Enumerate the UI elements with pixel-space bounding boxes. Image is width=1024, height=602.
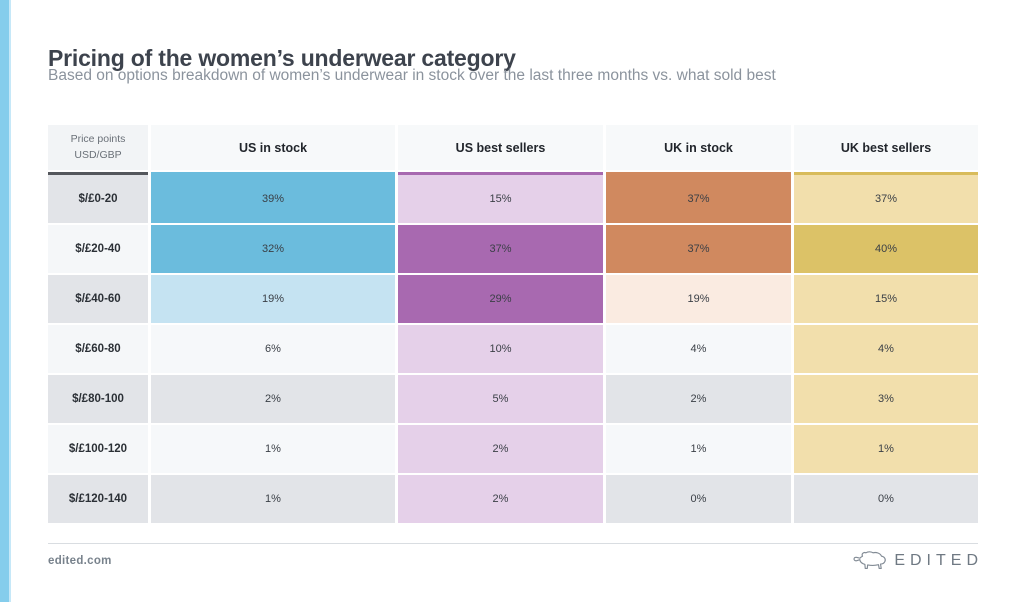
value-cell-uk-best-sellers-row6: 1% — [794, 425, 978, 475]
value-cell-us-best-sellers-row6: 2% — [398, 425, 603, 475]
value-cell-us-in-stock-row1: 39% — [151, 172, 395, 225]
value-cell-uk-best-sellers-row2: 40% — [794, 225, 978, 275]
column-header-us-in-stock: US in stock — [151, 125, 395, 172]
value-cell-us-in-stock-row6: 1% — [151, 425, 395, 475]
page-title: Pricing of the women’s underwear categor… — [48, 45, 516, 72]
brand-wordmark: EDITED — [894, 552, 983, 569]
column-header-uk-best-sellers: UK best sellers — [794, 125, 978, 172]
polar-bear-icon — [853, 550, 887, 572]
value-cell-us-in-stock-row7: 1% — [151, 475, 395, 525]
row-label: $/£40-60 — [48, 275, 148, 325]
value-cell-us-in-stock-row5: 2% — [151, 375, 395, 425]
column-header-uk-in-stock: UK in stock — [606, 125, 791, 172]
footer-site-link[interactable]: edited.com — [48, 555, 112, 567]
row-label: $/£0-20 — [48, 172, 148, 225]
value-cell-uk-best-sellers-row4: 4% — [794, 325, 978, 375]
row-label: $/£120-140 — [48, 475, 148, 525]
row-label: $/£60-80 — [48, 325, 148, 375]
value-cell-us-in-stock-row3: 19% — [151, 275, 395, 325]
value-cell-uk-in-stock-row1: 37% — [606, 172, 791, 225]
left-accent-strip — [0, 0, 11, 602]
row-label: $/£100-120 — [48, 425, 148, 475]
row-label: $/£20-40 — [48, 225, 148, 275]
edited-logo: EDITED — [853, 550, 978, 572]
value-cell-us-best-sellers-row4: 10% — [398, 325, 603, 375]
value-cell-uk-in-stock-row7: 0% — [606, 475, 791, 525]
value-cell-uk-in-stock-row6: 1% — [606, 425, 791, 475]
value-cell-uk-in-stock-row5: 2% — [606, 375, 791, 425]
value-cell-uk-in-stock-row4: 4% — [606, 325, 791, 375]
value-cell-us-best-sellers-row7: 2% — [398, 475, 603, 525]
corner-header: Price points USD/GBP — [48, 125, 148, 172]
value-cell-us-best-sellers-row1: 15% — [398, 172, 603, 225]
value-cell-uk-in-stock-row2: 37% — [606, 225, 791, 275]
footer-divider — [48, 543, 978, 544]
column-header-us-best-sellers: US best sellers — [398, 125, 603, 172]
value-cell-us-best-sellers-row2: 37% — [398, 225, 603, 275]
value-cell-uk-best-sellers-row1: 37% — [794, 172, 978, 225]
value-cell-us-best-sellers-row3: 29% — [398, 275, 603, 325]
value-cell-us-in-stock-row4: 6% — [151, 325, 395, 375]
corner-header-line2: USD/GBP — [74, 148, 122, 161]
value-cell-us-in-stock-row2: 32% — [151, 225, 395, 275]
value-cell-us-best-sellers-row5: 5% — [398, 375, 603, 425]
page-subtitle: Based on options breakdown of women’s un… — [48, 67, 776, 84]
value-cell-uk-best-sellers-row7: 0% — [794, 475, 978, 525]
value-cell-uk-in-stock-row3: 19% — [606, 275, 791, 325]
row-label: $/£80-100 — [48, 375, 148, 425]
corner-header-line1: Price points — [70, 133, 126, 146]
value-cell-uk-best-sellers-row5: 3% — [794, 375, 978, 425]
value-cell-uk-best-sellers-row3: 15% — [794, 275, 978, 325]
pricing-table: Price points USD/GBP US in stock US best… — [48, 125, 978, 525]
